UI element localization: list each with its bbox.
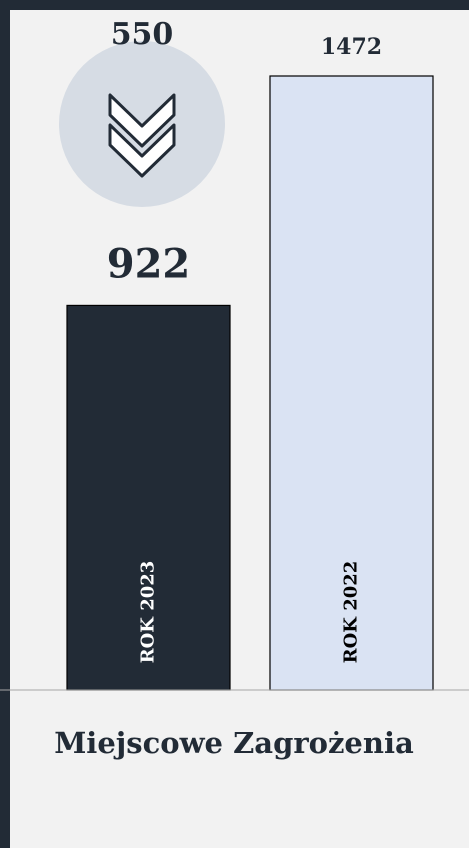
frame-left (0, 0, 10, 848)
category-label: ROK 2023 (138, 561, 159, 664)
chart-title: Miejscowe Zagrożenia (54, 726, 414, 760)
bar (269, 75, 434, 691)
bar (66, 304, 231, 691)
value-label: 1472 (321, 34, 382, 60)
down-chevrons (108, 93, 176, 178)
value-label: 922 (107, 240, 191, 287)
frame-top (0, 0, 469, 10)
category-label: ROK 2022 (341, 561, 362, 664)
difference-label: 550 (111, 17, 174, 52)
